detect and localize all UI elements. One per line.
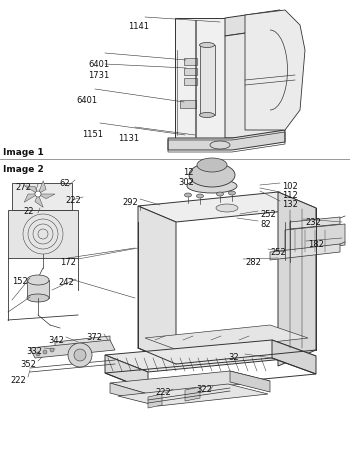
Ellipse shape [217,192,224,196]
Text: 12: 12 [183,168,194,177]
Text: 152: 152 [12,277,28,286]
Text: 272: 272 [15,183,31,192]
Text: 302: 302 [178,178,194,187]
Circle shape [35,191,41,197]
Polygon shape [24,194,38,202]
Polygon shape [145,325,308,352]
Text: 6401: 6401 [88,60,109,69]
Polygon shape [110,371,270,394]
Circle shape [50,348,54,352]
Polygon shape [30,340,115,358]
Polygon shape [180,100,196,108]
Polygon shape [35,194,43,207]
Text: 242: 242 [58,278,74,287]
Text: 22: 22 [23,207,34,216]
Polygon shape [168,130,285,150]
Ellipse shape [184,193,191,197]
Polygon shape [175,18,225,138]
Ellipse shape [189,163,235,187]
Text: Image 2: Image 2 [3,165,44,174]
Circle shape [36,352,40,356]
Polygon shape [55,336,110,350]
Ellipse shape [27,294,49,302]
Polygon shape [184,78,197,85]
Ellipse shape [216,204,238,212]
Text: 1151: 1151 [82,130,103,139]
Polygon shape [272,340,316,374]
Polygon shape [105,355,148,390]
Polygon shape [270,244,340,260]
Polygon shape [278,192,316,366]
Polygon shape [285,224,345,252]
Polygon shape [105,340,316,372]
Text: 182: 182 [308,240,324,249]
Ellipse shape [197,158,227,172]
Text: 222: 222 [65,196,81,205]
Text: 112: 112 [282,191,298,200]
Text: 82: 82 [260,220,271,229]
Polygon shape [110,383,148,403]
Text: 32: 32 [228,353,239,362]
Ellipse shape [187,179,237,193]
Polygon shape [8,210,78,258]
Ellipse shape [229,191,236,195]
Text: 372: 372 [86,333,102,342]
Text: 292: 292 [122,198,138,207]
Polygon shape [138,206,176,364]
Text: 102: 102 [282,182,298,191]
Text: 322: 322 [196,385,212,394]
Text: 172: 172 [60,258,76,267]
Polygon shape [12,183,72,210]
Polygon shape [38,181,46,194]
Polygon shape [225,10,280,36]
Polygon shape [184,58,197,65]
Ellipse shape [27,275,49,285]
Polygon shape [200,45,215,115]
Text: 232: 232 [305,218,321,227]
Ellipse shape [199,112,215,117]
Ellipse shape [199,43,215,48]
Polygon shape [138,192,316,222]
Text: 1141: 1141 [128,22,149,31]
Polygon shape [24,186,38,194]
Text: 62: 62 [59,179,70,188]
Text: 1731: 1731 [88,71,109,80]
Ellipse shape [196,194,203,198]
Text: 332: 332 [26,347,42,356]
Polygon shape [245,10,305,130]
Polygon shape [225,28,280,138]
Polygon shape [27,280,49,298]
Text: 352: 352 [20,360,36,369]
Polygon shape [38,194,55,199]
Circle shape [68,343,92,367]
Text: 132: 132 [282,200,298,209]
Text: 222: 222 [10,376,26,385]
Ellipse shape [210,141,230,149]
Circle shape [43,350,47,354]
Text: 222: 222 [155,388,171,397]
Polygon shape [185,387,200,401]
Circle shape [74,349,86,361]
Polygon shape [148,394,162,408]
Text: Image 1: Image 1 [3,148,44,157]
Text: 6401: 6401 [76,96,97,105]
Text: 342: 342 [48,336,64,345]
Text: 252: 252 [270,248,286,257]
Polygon shape [184,68,197,75]
Polygon shape [230,371,270,392]
Text: 1131: 1131 [118,134,139,143]
Text: 252: 252 [260,210,276,219]
Polygon shape [118,384,268,406]
Text: 282: 282 [245,258,261,267]
Polygon shape [290,217,340,229]
